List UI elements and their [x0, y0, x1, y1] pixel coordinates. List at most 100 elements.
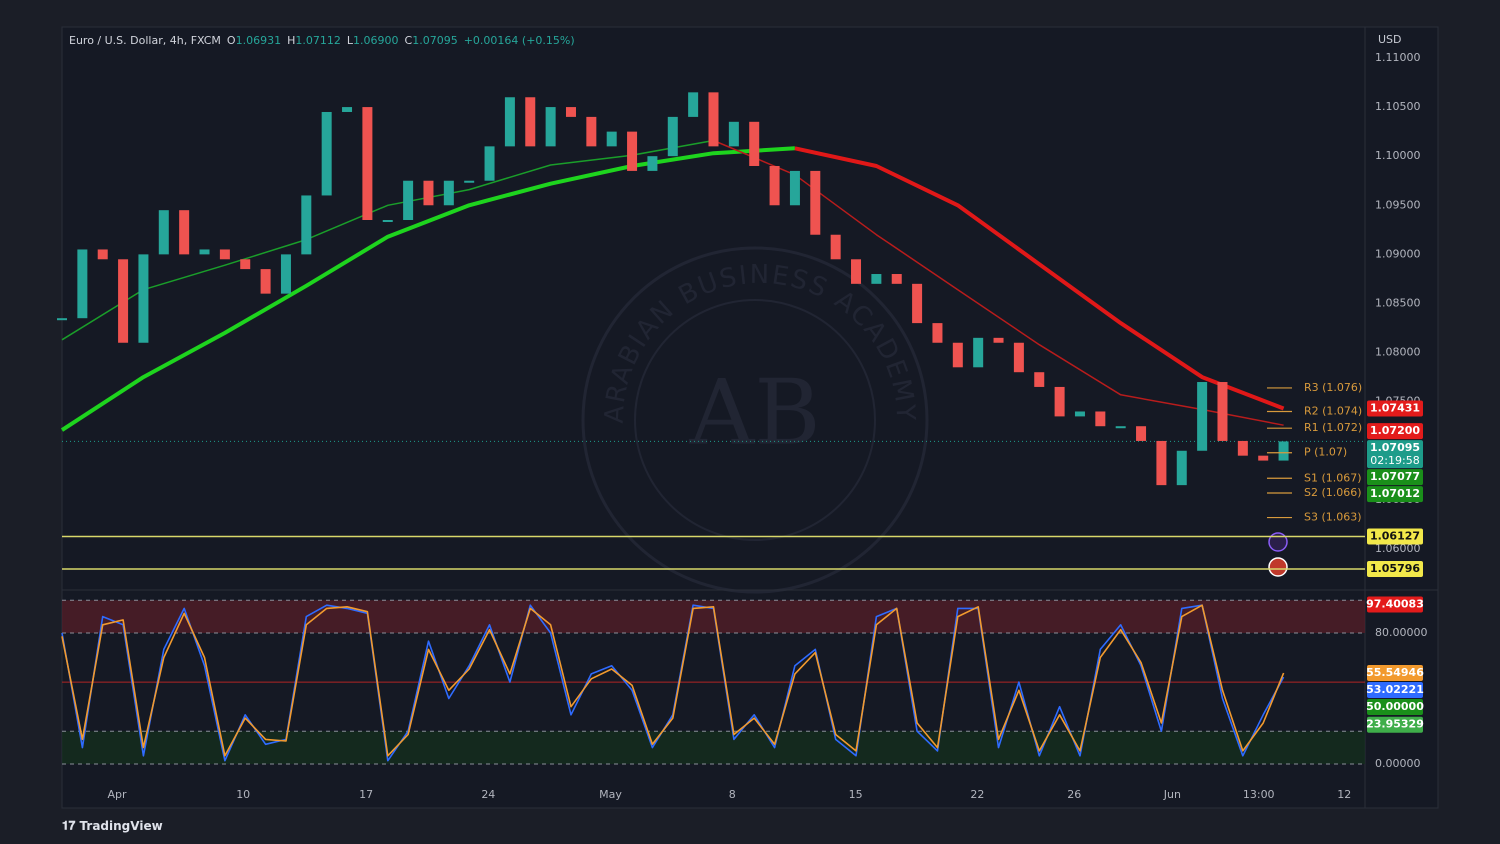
candle [342, 107, 353, 112]
badge-label: 1.07012 [1370, 487, 1420, 500]
x-tick-label: 8 [729, 788, 736, 801]
y-tick-label: 1.08500 [1375, 296, 1421, 309]
y-tick-label: 1.09000 [1375, 247, 1421, 260]
badge-label: 1.05796 [1370, 562, 1420, 575]
y-tick-label: 1.10500 [1375, 100, 1421, 113]
y-tick-label: 1.08000 [1375, 346, 1421, 359]
price-badge [1367, 528, 1423, 545]
candle [321, 111, 332, 196]
candle [993, 337, 1004, 343]
badge-label: 1.07095 [1370, 441, 1420, 454]
x-tick-label: 22 [970, 788, 984, 801]
candle [77, 249, 88, 319]
candle [260, 269, 271, 294]
x-tick-label: 10 [236, 788, 250, 801]
x-tick-label: Apr [107, 788, 127, 801]
candle [525, 97, 536, 147]
ohlc-value: 1.07095 [412, 34, 458, 47]
price-badge [1367, 716, 1423, 733]
pivot-label: P (1.07) [1304, 446, 1347, 459]
candle [1156, 440, 1167, 486]
x-tick-label: 26 [1067, 788, 1081, 801]
x-tick-label: 13:00 [1243, 788, 1275, 801]
candle [199, 249, 210, 255]
candle [749, 121, 760, 166]
badge-label: 23.95329 [1366, 718, 1424, 731]
candle [1013, 342, 1024, 373]
candle [647, 156, 658, 171]
candle [1095, 411, 1106, 427]
candle [708, 92, 719, 147]
candle [728, 121, 739, 147]
ohlc-label: C [405, 34, 413, 47]
flag-icon[interactable] [1268, 557, 1288, 577]
header: Euro / U.S. Dollar, 4h, FXCM O1.06931 H1.0… [69, 34, 575, 47]
candle [423, 180, 434, 206]
pivot-label: S1 (1.067) [1304, 471, 1362, 484]
candle [973, 337, 984, 368]
currency: USD [1378, 33, 1402, 46]
band [62, 731, 1365, 764]
badge-label: 50.00000 [1366, 700, 1424, 713]
event-icon[interactable] [1268, 532, 1288, 552]
candle [871, 274, 882, 284]
x-tick-label: May [599, 788, 622, 801]
candle [1136, 426, 1147, 441]
candle [1237, 440, 1248, 456]
moving-average [61, 139, 714, 341]
watermark-ring [634, 299, 876, 541]
y-tick-label: 80.00000 [1375, 626, 1428, 639]
candle [565, 107, 576, 117]
candle [688, 92, 699, 117]
badge-label: 1.07077 [1370, 470, 1420, 483]
x-tick-label: 15 [849, 788, 863, 801]
brand-name: TradingView [80, 819, 163, 833]
x-tick-label: 24 [481, 788, 495, 801]
candle [97, 249, 108, 260]
pivot-label: R3 (1.076) [1304, 381, 1362, 394]
y-tick-label: 1.10000 [1375, 149, 1421, 162]
y-tick-label: 1.11000 [1375, 51, 1421, 64]
x-tick-label: 12 [1337, 788, 1351, 801]
y-tick-label: 1.09500 [1375, 198, 1421, 211]
moving-average [60, 146, 796, 432]
watermark-monogram: AB [688, 360, 820, 465]
candle [1197, 382, 1208, 451]
candle [1217, 382, 1228, 441]
pivot-label: S3 (1.063) [1304, 511, 1362, 524]
candle [179, 210, 190, 255]
moving-average [713, 139, 1284, 426]
price-badge [1367, 682, 1423, 699]
badge-label: 53.02221 [1366, 683, 1424, 696]
x-tick-label: 17 [359, 788, 373, 801]
badge-label: 97.40083 [1366, 597, 1424, 610]
badge-label: 1.06127 [1370, 529, 1420, 542]
brand: 𝟏𝟕 TradingView [62, 819, 163, 833]
candle [1054, 386, 1065, 417]
y-tick-label: 0.00000 [1375, 757, 1421, 770]
ohlc-label: L [347, 34, 354, 47]
candle [382, 220, 393, 223]
price-badge [1367, 400, 1423, 417]
candle [484, 146, 495, 181]
candle [789, 170, 800, 206]
candle [851, 259, 862, 284]
candle [403, 180, 414, 221]
candle [280, 254, 291, 294]
candle [504, 97, 515, 147]
badge-countdown: 02:19:58 [1370, 454, 1419, 467]
price-badge [1367, 699, 1423, 716]
pivot-label: R2 (1.074) [1304, 404, 1362, 417]
candle [464, 180, 475, 183]
ohlc-value: 1.06931 [236, 34, 282, 47]
candle [362, 107, 373, 221]
candle [138, 254, 149, 343]
badge-label: 1.07431 [1370, 401, 1420, 414]
candle [158, 210, 169, 255]
price-badge [1367, 596, 1423, 613]
candle [1258, 455, 1269, 461]
candle [586, 116, 597, 147]
price-badge [1367, 423, 1423, 440]
candle [57, 318, 67, 321]
